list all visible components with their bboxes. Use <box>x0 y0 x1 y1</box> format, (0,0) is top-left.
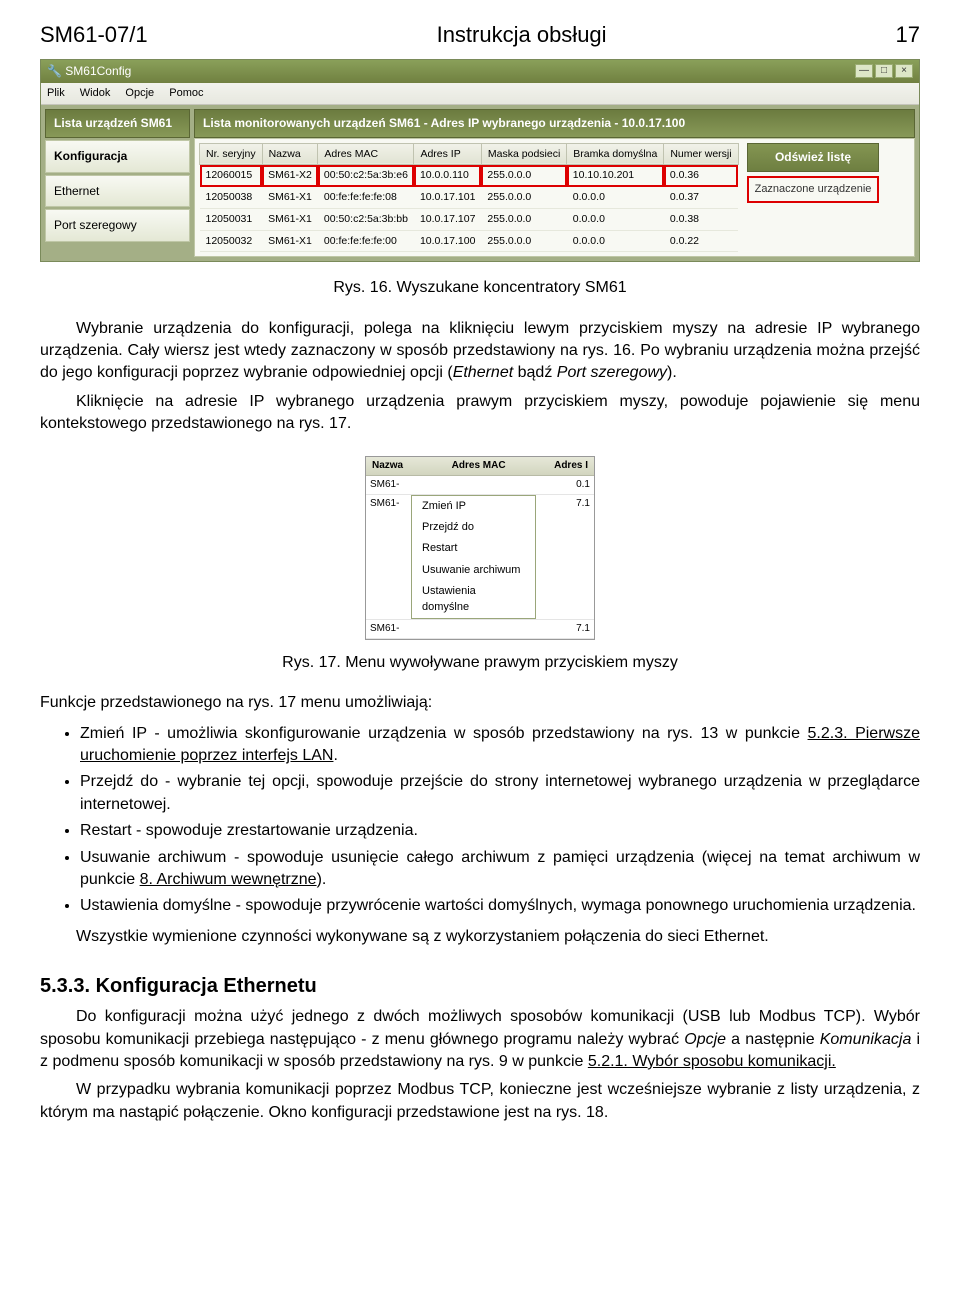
cm-row: SM61- 0.1 <box>366 476 594 495</box>
table-cell: 255.0.0.0 <box>481 230 566 252</box>
list-item: Zmień IP - umożliwia skonfigurowanie urz… <box>80 723 920 768</box>
sidebar-title: Lista urządzeń SM61 <box>45 109 190 138</box>
table-cell: 10.0.17.101 <box>414 187 481 209</box>
list-item: Restart - spowoduje zrestartowanie urząd… <box>80 820 920 842</box>
sidebar: Lista urządzeń SM61 Konfiguracja Etherne… <box>45 109 190 257</box>
menu-item[interactable]: Widok <box>80 87 111 99</box>
table-cell: SM61-X1 <box>262 187 318 209</box>
sidebar-item-serial[interactable]: Port szeregowy <box>45 209 190 242</box>
paragraph-2: Kliknięcie na adresie IP wybranego urząd… <box>40 391 920 436</box>
table-cell: 10.10.10.201 <box>567 165 664 187</box>
table-row[interactable]: 12050032SM61-X100:fe:fe:fe:fe:0010.0.17.… <box>200 230 739 252</box>
table-cell: 255.0.0.0 <box>481 187 566 209</box>
paragraph-1: Wybranie urządzenia do konfiguracji, pol… <box>40 318 920 385</box>
cm-header: Nazwa Adres MAC Adres I <box>366 457 594 476</box>
panel-title: Lista monitorowanych urządzeń SM61 - Adr… <box>194 109 915 138</box>
cm-item-defaults[interactable]: Ustawienia domyślne <box>412 581 535 618</box>
menu-item[interactable]: Opcje <box>125 87 154 99</box>
table-cell: 10.0.0.110 <box>414 165 481 187</box>
context-menu-figure: Nazwa Adres MAC Adres I SM61- 0.1 SM61- … <box>365 456 595 640</box>
refresh-button[interactable]: Odśwież listę <box>747 143 880 172</box>
col-mask[interactable]: Maska podsieci <box>481 143 566 165</box>
maximize-icon[interactable]: □ <box>875 64 893 78</box>
table-cell: 12050031 <box>200 208 263 230</box>
minimize-icon[interactable]: — <box>855 64 873 78</box>
sidebar-item-ethernet[interactable]: Ethernet <box>45 175 190 208</box>
col-version[interactable]: Numer wersji <box>664 143 738 165</box>
col-ip[interactable]: Adres IP <box>414 143 481 165</box>
table-cell: 0.0.0.0 <box>567 230 664 252</box>
doc-link: 8. Archiwum wewnętrzne <box>140 871 317 888</box>
cm-item-change-ip[interactable]: Zmień IP <box>412 496 535 517</box>
table-cell: 0.0.36 <box>664 165 738 187</box>
table-cell: 00:50:c2:5a:3b:bb <box>318 208 414 230</box>
right-column: Odśwież listę Zaznaczone urządzenie <box>747 143 880 203</box>
panel-body: Nr. seryjny Nazwa Adres MAC Adres IP Mas… <box>194 138 915 257</box>
menu-item[interactable]: Pomoc <box>169 87 203 99</box>
list-item: Ustawienia domyślne - spowoduje przywróc… <box>80 895 920 917</box>
col-serial[interactable]: Nr. seryjny <box>200 143 263 165</box>
section-p2: W przypadku wybrania komunikacji poprzez… <box>40 1079 920 1124</box>
section-p1: Do konfiguracji można użyć jednego z dwó… <box>40 1006 920 1073</box>
header-left: SM61-07/1 <box>40 20 148 51</box>
table-cell: 00:50:c2:5a:3b:e6 <box>318 165 414 187</box>
bullet-list: Zmień IP - umożliwia skonfigurowanie urz… <box>80 723 920 918</box>
col-mac[interactable]: Adres MAC <box>318 143 414 165</box>
cm-item-goto[interactable]: Przejdź do <box>412 517 535 538</box>
table-cell: 10.0.17.107 <box>414 208 481 230</box>
table-row[interactable]: 12050038SM61-X100:fe:fe:fe:fe:0810.0.17.… <box>200 187 739 209</box>
table-cell: 12050032 <box>200 230 263 252</box>
col-gateway[interactable]: Bramka domyślna <box>567 143 664 165</box>
menubar: Plik Widok Opcje Pomoc <box>41 83 919 105</box>
table-cell: 255.0.0.0 <box>481 208 566 230</box>
titlebar: 🔧 SM61Config — □ × <box>41 60 919 83</box>
table-cell: 0.0.0.0 <box>567 187 664 209</box>
cm-item-delete-archive[interactable]: Usuwanie archiwum <box>412 560 535 581</box>
menu-item[interactable]: Plik <box>47 87 65 99</box>
figure-caption-2: Rys. 17. Menu wywoływane prawym przycisk… <box>40 652 920 674</box>
table-row[interactable]: 12060015SM61-X200:50:c2:5a:3b:e610.0.0.1… <box>200 165 739 187</box>
cm-row: SM61- 7.1 <box>366 620 594 639</box>
list-item: Usuwanie archiwum - spowoduje usunięcie … <box>80 847 920 892</box>
table-cell: 00:fe:fe:fe:fe:00 <box>318 230 414 252</box>
section-title: 5.3.3. Konfiguracja Ethernetu <box>40 972 920 1000</box>
functions-intro: Funkcje przedstawionego na rys. 17 menu … <box>40 692 920 714</box>
header-center: Instrukcja obsługi <box>437 20 607 51</box>
table-cell: SM61-X1 <box>262 208 318 230</box>
table-cell: 0.0.0.0 <box>567 208 664 230</box>
cm-row: SM61- Zmień IP Przejdź do Restart Usuwan… <box>366 495 594 620</box>
window-controls: — □ × <box>855 64 913 78</box>
close-icon[interactable]: × <box>895 64 913 78</box>
page-header: SM61-07/1 Instrukcja obsługi 17 <box>40 20 920 51</box>
col-name[interactable]: Nazwa <box>262 143 318 165</box>
table-cell: 0.0.22 <box>664 230 738 252</box>
device-table: Nr. seryjny Nazwa Adres MAC Adres IP Mas… <box>199 143 739 252</box>
main-panel: Lista monitorowanych urządzeń SM61 - Adr… <box>194 109 915 257</box>
context-menu-popup: Zmień IP Przejdź do Restart Usuwanie arc… <box>411 495 536 619</box>
list-item: Przejdź do - wybranie tej opcji, spowodu… <box>80 771 920 816</box>
callout-box: Zaznaczone urządzenie <box>747 176 880 203</box>
table-cell: 12060015 <box>200 165 263 187</box>
table-cell: 12050038 <box>200 187 263 209</box>
table-cell: 00:fe:fe:fe:fe:08 <box>318 187 414 209</box>
window-title: 🔧 SM61Config <box>47 63 131 80</box>
table-cell: SM61-X1 <box>262 230 318 252</box>
app-body: Lista urządzeń SM61 Konfiguracja Etherne… <box>41 105 919 261</box>
table-cell: SM61-X2 <box>262 165 318 187</box>
table-cell: 0.0.38 <box>664 208 738 230</box>
header-right: 17 <box>896 20 920 51</box>
link-521: 5.2.1. Wybór sposobu komunikacji. <box>588 1053 836 1070</box>
paragraph-3: Wszystkie wymienione czynności wykonywan… <box>40 926 920 948</box>
sidebar-item-config[interactable]: Konfiguracja <box>45 140 190 173</box>
figure-caption-1: Rys. 16. Wyszukane koncentratory SM61 <box>40 277 920 299</box>
table-cell: 0.0.37 <box>664 187 738 209</box>
table-cell: 255.0.0.0 <box>481 165 566 187</box>
cm-item-restart[interactable]: Restart <box>412 538 535 559</box>
table-row[interactable]: 12050031SM61-X100:50:c2:5a:3b:bb10.0.17.… <box>200 208 739 230</box>
app-window: 🔧 SM61Config — □ × Plik Widok Opcje Pomo… <box>40 59 920 262</box>
table-cell: 10.0.17.100 <box>414 230 481 252</box>
